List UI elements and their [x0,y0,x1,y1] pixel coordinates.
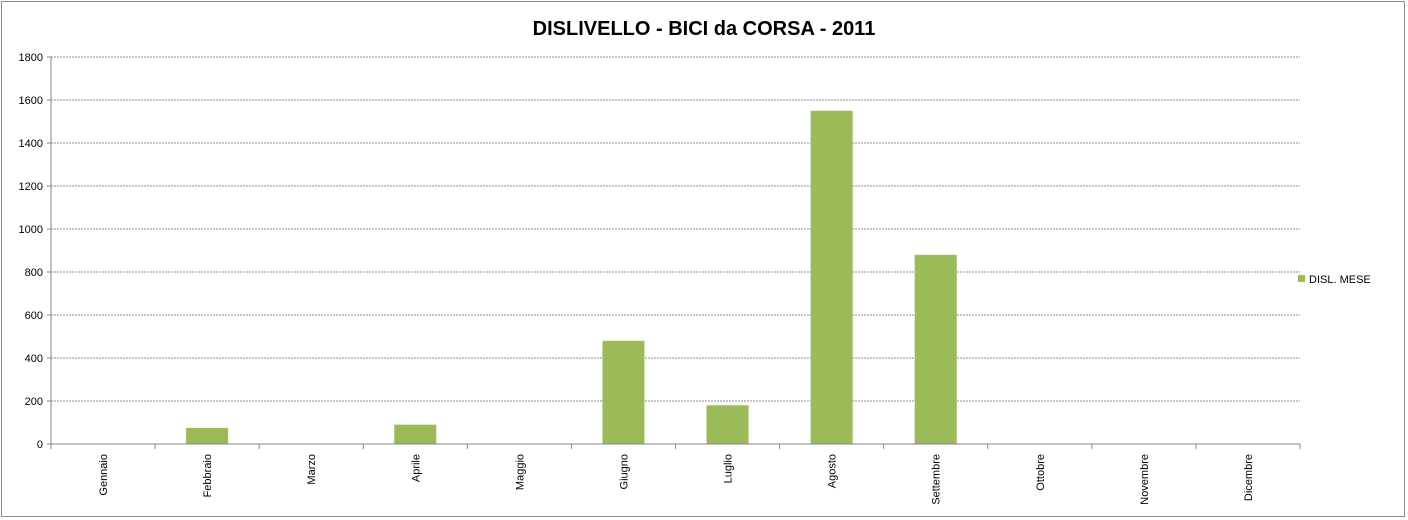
x-tick-label: Agosto [827,454,839,488]
legend-label-disl-mese: DISL. MESE [1309,274,1371,286]
y-tick-label: 0 [37,439,43,451]
axes [50,57,1300,445]
bar-luglio [706,405,749,444]
y-tick-label: 400 [25,353,43,365]
y-tick-label: 800 [25,267,43,279]
bar-giugno [602,340,645,444]
legend: DISL. MESE [1298,274,1371,286]
y-tick-label: 1600 [19,95,43,107]
x-tick-label: Luglio [723,454,735,483]
y-tick-label: 1400 [19,138,43,150]
chart-title: DISLIVELLO - BICI da CORSA - 2011 [533,18,876,40]
grid [51,56,1300,402]
y-tick-label: 200 [25,396,43,408]
x-axis-ticks: Gennaio Febbraio Marzo Aprile Maggio Giugno Lu… [50,444,1301,505]
x-tick-label: Gennaio [98,454,110,496]
x-tick-label: Maggio [514,454,526,490]
bar-settembre [914,254,957,444]
x-tick-label: Novembre [1139,454,1151,505]
y-tick-label: 1200 [19,181,43,193]
x-tick-label: Aprile [410,454,422,482]
y-tick-label: 1000 [19,224,43,236]
x-tick-label: Dicembre [1243,454,1255,501]
x-tick-label: Febbraio [202,454,214,497]
y-axis-ticks: 0 200 400 600 800 1000 1200 1400 1600 1800 [19,52,51,451]
y-tick-label: 1800 [19,52,43,64]
x-tick-label: Giugno [618,454,630,489]
bars [186,110,957,444]
legend-swatch [1298,275,1305,282]
x-tick-label: Marzo [306,454,318,485]
y-tick-label: 600 [25,310,43,322]
x-tick-label: Ottobre [1035,454,1047,491]
bar-febbraio [186,427,229,444]
bar-aprile [394,424,437,444]
bar-agosto [810,110,853,444]
x-tick-label: Settembre [931,454,943,505]
